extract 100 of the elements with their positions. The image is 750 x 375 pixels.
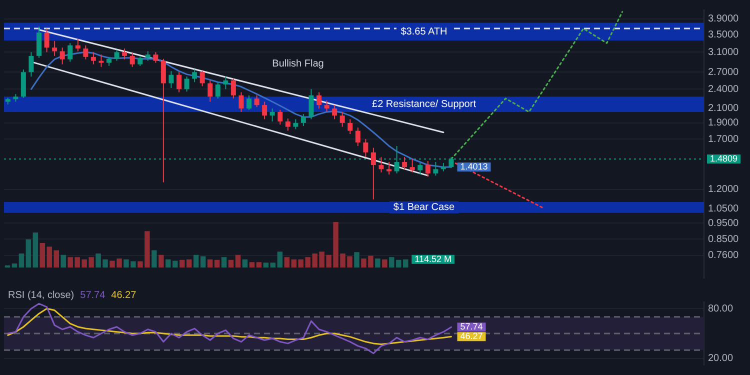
- bar: [32, 232, 38, 268]
- y-tick-label: 1.2000: [708, 184, 740, 196]
- candlestick: [145, 50, 150, 62]
- data-label: 46.27: [460, 331, 483, 342]
- candlestick: [176, 72, 182, 93]
- y-tick-label: 0.8500: [708, 234, 740, 245]
- candlestick: [60, 47, 65, 65]
- bar: [152, 250, 157, 268]
- bar: [193, 254, 199, 268]
- data-label: 1.4013: [460, 161, 488, 172]
- bar: [54, 250, 60, 268]
- bar: [40, 242, 46, 268]
- bar: [221, 257, 227, 268]
- y-tick-label: 20.00: [708, 353, 734, 364]
- candlestick: [44, 28, 50, 53]
- candlestick: [324, 100, 330, 112]
- annotation: Bullish Flag: [272, 58, 324, 70]
- bar: [214, 260, 220, 268]
- candlestick: [215, 82, 220, 99]
- candlestick: [270, 108, 275, 122]
- bar: [158, 254, 164, 268]
- bar: [186, 259, 192, 268]
- candlestick: [168, 70, 174, 88]
- bar: [228, 260, 234, 268]
- bar: [242, 259, 248, 268]
- candlestick: [378, 156, 384, 173]
- y-tick-label: 3.5000: [708, 29, 740, 40]
- y-tick-label: 2.7000: [708, 66, 740, 78]
- candlestick: [90, 52, 96, 65]
- candlestick: [130, 52, 135, 68]
- candlestick: [68, 42, 73, 62]
- candlestick: [262, 101, 268, 120]
- y-tick-label: 1.9000: [708, 118, 740, 129]
- bar: [60, 254, 66, 268]
- candlestick: [348, 118, 353, 135]
- candlestick: [370, 147, 376, 200]
- candlestick: [122, 48, 128, 60]
- bar: [18, 253, 24, 268]
- candlestick: [208, 80, 213, 102]
- candlestick: [28, 52, 34, 77]
- candlestick: [192, 68, 198, 83]
- candlestick: [83, 44, 88, 60]
- y-tick-label: 1.0500: [708, 203, 740, 214]
- candlestick: [138, 55, 143, 66]
- y-tick-label: 2.1000: [708, 103, 740, 114]
- candlestick: [433, 162, 438, 176]
- bar: [263, 262, 269, 268]
- candlestick: [410, 158, 415, 173]
- candlestick: [238, 92, 244, 112]
- candlestick: [278, 109, 283, 125]
- bar: [46, 246, 52, 268]
- y-tick-label: 2.4000: [708, 84, 740, 95]
- candlestick: [230, 78, 236, 99]
- candlestick: [355, 127, 360, 146]
- data-label: 57.74: [460, 322, 483, 332]
- candlestick: [52, 40, 58, 56]
- bar: [256, 262, 262, 268]
- candlestick: [285, 118, 290, 132]
- y-tick-label: 1.7000: [708, 134, 740, 145]
- text: 46.27: [111, 290, 136, 301]
- band-label: $3.65 ATH: [400, 26, 448, 38]
- candlestick: [36, 26, 42, 58]
- candlestick: [340, 111, 345, 128]
- bar: [354, 252, 360, 268]
- bar: [207, 259, 213, 268]
- candlestick: [254, 94, 260, 108]
- candlestick: [200, 70, 205, 87]
- y-tick-label: 3.9000: [708, 14, 740, 25]
- bar: [382, 259, 388, 268]
- candlestick: [332, 104, 338, 120]
- bar: [277, 252, 283, 268]
- candlestick: [153, 52, 158, 64]
- candlestick: [308, 88, 314, 120]
- candlestick: [223, 76, 228, 90]
- bar: [179, 260, 185, 268]
- band-label: $1 Bear Case: [393, 202, 456, 214]
- bar: [270, 262, 276, 268]
- candlestick: [184, 76, 190, 92]
- bar: [12, 263, 18, 268]
- candlestick: [402, 156, 408, 170]
- annotation: 114.52 M: [414, 254, 452, 264]
- candlestick: [386, 162, 392, 175]
- band-label: £2 Resistance/ Support: [372, 99, 476, 110]
- candlestick: [425, 160, 430, 178]
- bar: [26, 239, 32, 268]
- candlestick: [98, 54, 104, 68]
- bar: [375, 258, 380, 268]
- y-tick-label: 3.1000: [708, 46, 740, 58]
- y-tick-label: 80.00: [708, 303, 734, 314]
- candlestick: [75, 38, 80, 52]
- bar: [249, 262, 255, 268]
- candlestick: [160, 58, 166, 183]
- candlestick: [114, 49, 120, 62]
- candlestick: [300, 114, 306, 127]
- candlestick: [316, 92, 322, 109]
- bar: [235, 254, 241, 268]
- chart-title: RSI (14, close): [8, 290, 74, 301]
- y-tick-label: 0.7600: [708, 250, 740, 262]
- y-tick-label: 0.9500: [708, 218, 740, 229]
- bar: [200, 256, 206, 268]
